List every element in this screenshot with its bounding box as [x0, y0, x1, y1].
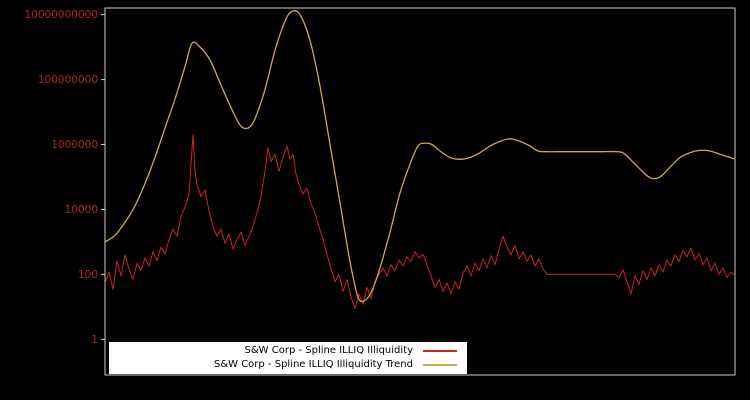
- y-axis-tick-label: 100: [78, 269, 98, 281]
- legend-item-trend: S&W Corp - Spline ILLIQ Illiquidity Tren…: [119, 358, 457, 371]
- series-line-0: [105, 134, 735, 309]
- y-axis-tick-label: 1: [91, 334, 98, 346]
- plot-frame: [104, 7, 736, 376]
- y-axis-tick-label: 1000000: [51, 139, 98, 151]
- legend-label-illiquidity: S&W Corp - Spline ILLIQ Illiquidity: [244, 345, 413, 356]
- legend-label-trend: S&W Corp - Spline ILLIQ Illiquidity Tren…: [213, 359, 413, 370]
- y-axis-tick-label: 10000000000: [25, 9, 99, 21]
- series-group: [105, 10, 735, 309]
- y-axis-tick-label: 100000000: [38, 74, 98, 86]
- chart-legend: S&W Corp - Spline ILLIQ Illiquidity S&W …: [109, 342, 467, 374]
- legend-line-sample-trend: [423, 363, 457, 366]
- series-line-1: [105, 10, 735, 303]
- y-axis-tick-label: 10000: [65, 204, 98, 216]
- legend-item-illiquidity: S&W Corp - Spline ILLIQ Illiquidity: [119, 344, 457, 357]
- legend-line-sample-illiquidity: [423, 349, 457, 352]
